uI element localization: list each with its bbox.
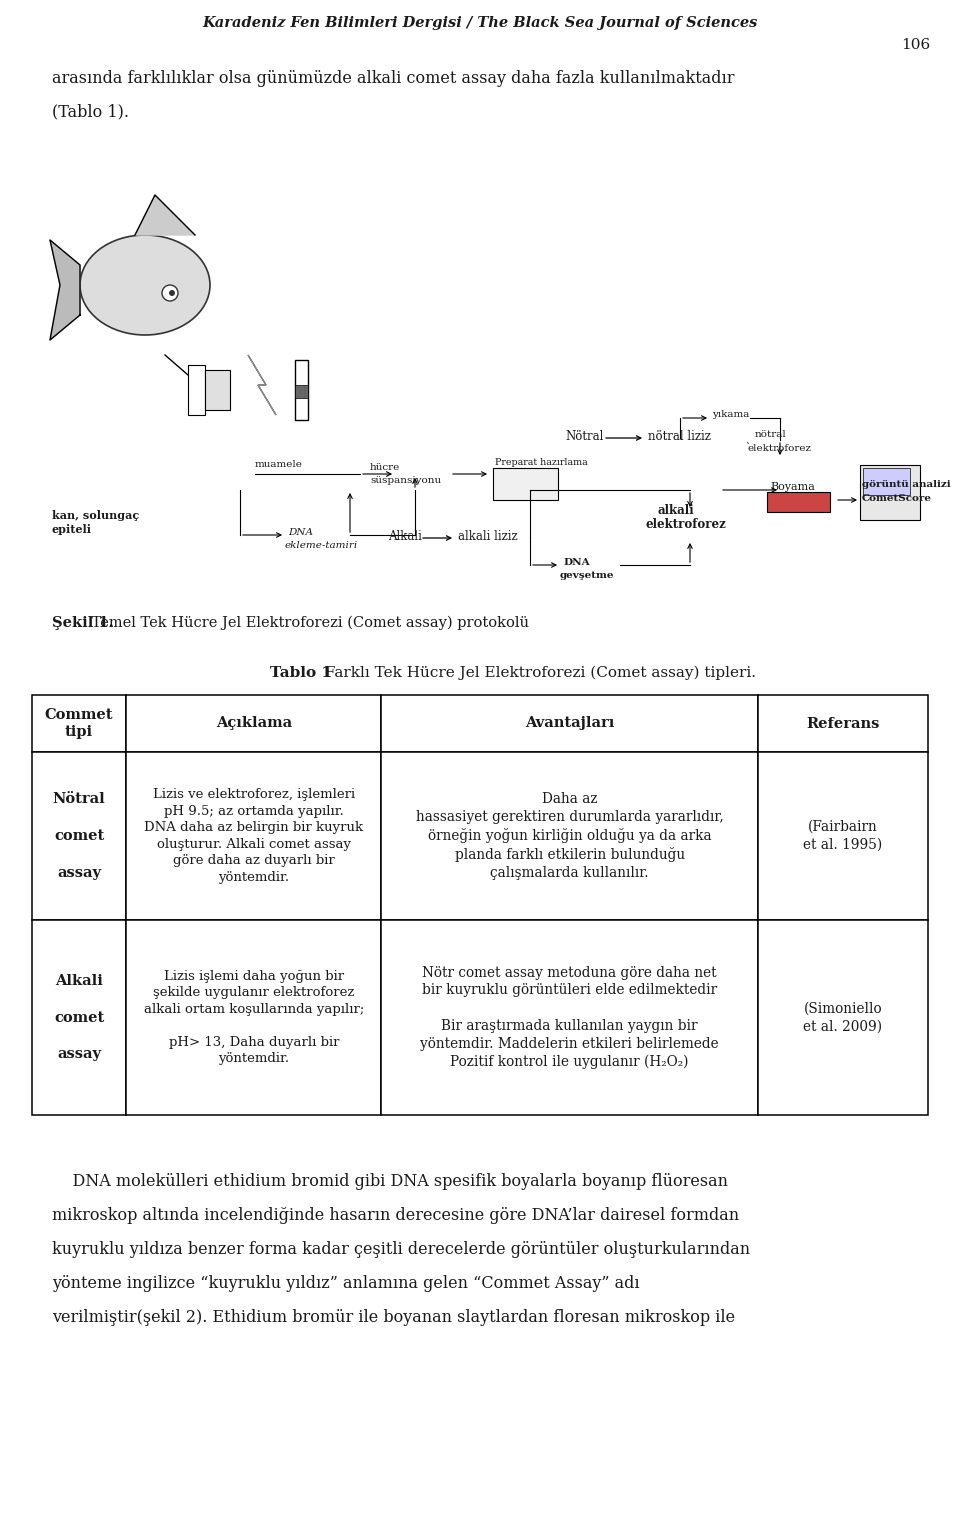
- Text: epiteli: epiteli: [52, 524, 92, 535]
- Text: (Simoniello
et al. 2009): (Simoniello et al. 2009): [804, 1002, 882, 1033]
- Text: yıkama: yıkama: [712, 410, 750, 420]
- Text: kan, solungaç: kan, solungaç: [52, 510, 139, 521]
- Text: görüntü analizi: görüntü analizi: [862, 480, 950, 489]
- Circle shape: [169, 290, 175, 297]
- Text: Preparat hazırlama: Preparat hazırlama: [495, 458, 588, 467]
- Text: Açıklama: Açıklama: [216, 716, 292, 730]
- Text: Daha az
hassasiyet gerektiren durumlarda yararlıdır,
örneğin yoğun kirliğin oldu: Daha az hassasiyet gerektiren durumlarda…: [416, 792, 724, 881]
- Ellipse shape: [80, 235, 210, 335]
- Text: hücre: hücre: [370, 463, 400, 472]
- Bar: [860, 466, 920, 520]
- Text: (Tablo 1).: (Tablo 1).: [52, 103, 129, 120]
- Text: Lizis işlemi daha yoğun bir
şekilde uygulanır elektroforez
alkali ortam koşullar: Lizis işlemi daha yoğun bir şekilde uygu…: [144, 970, 364, 1065]
- Text: Nötral: Nötral: [565, 430, 604, 443]
- Bar: [295, 384, 308, 398]
- Text: alkali liziz: alkali liziz: [458, 530, 517, 543]
- Text: elektroforez: elektroforez: [645, 518, 726, 530]
- Text: Temel Tek Hücre Jel Elektroforezi (Comet assay) protokolü: Temel Tek Hücre Jel Elektroforezi (Comet…: [87, 616, 529, 630]
- Bar: [126, 921, 381, 1114]
- Text: Boyama: Boyama: [770, 483, 815, 492]
- Bar: [188, 364, 205, 415]
- Text: alkali: alkali: [658, 504, 695, 516]
- Bar: [381, 752, 757, 921]
- Text: elektroforez: elektroforez: [748, 444, 812, 453]
- Text: nötral: nötral: [755, 430, 787, 440]
- Text: Karadeniz Fen Bilimleri Dergisi / The Black Sea Journal of Sciences: Karadeniz Fen Bilimleri Dergisi / The Bl…: [203, 15, 757, 31]
- Text: nötral liziz: nötral liziz: [648, 430, 710, 443]
- Text: Tablo 1: Tablo 1: [270, 666, 332, 679]
- Bar: [32, 695, 126, 752]
- Bar: [757, 921, 928, 1114]
- Text: muamele: muamele: [255, 460, 302, 469]
- Text: arasında farklılıklar olsa günümüzde alkali comet assay daha fazla kullanılmakta: arasında farklılıklar olsa günümüzde alk…: [52, 71, 734, 88]
- Text: verilmiştir(şekil 2). Ethidium bromür ile boyanan slaytlardan floresan mikroskop: verilmiştir(şekil 2). Ethidium bromür il…: [52, 1310, 735, 1326]
- Text: Nötral

comet

assay: Nötral comet assay: [53, 792, 106, 879]
- Bar: [32, 752, 126, 921]
- Circle shape: [162, 284, 178, 301]
- Text: (Fairbairn
et al. 1995): (Fairbairn et al. 1995): [804, 821, 882, 851]
- Text: gevşetme: gevşetme: [560, 572, 614, 579]
- Bar: [757, 695, 928, 752]
- Bar: [493, 467, 558, 500]
- Text: DNA: DNA: [288, 529, 313, 536]
- Text: mikroskop altında incelendiğinde hasarın derecesine göre DNA’lar dairesel formda: mikroskop altında incelendiğinde hasarın…: [52, 1207, 739, 1223]
- Bar: [126, 752, 381, 921]
- Text: Alkali

comet

assay: Alkali comet assay: [54, 974, 105, 1062]
- Text: kuyruklu yıldıza benzer forma kadar çeşitli derecelerde görüntüler oluşturkuları: kuyruklu yıldıza benzer forma kadar çeşi…: [52, 1240, 750, 1257]
- Bar: [295, 360, 308, 420]
- Text: süspansiyonu: süspansiyonu: [370, 476, 442, 486]
- Text: DNA: DNA: [563, 558, 589, 567]
- Bar: [205, 370, 230, 410]
- Text: Commet
tipi: Commet tipi: [45, 709, 113, 739]
- Text: Referans: Referans: [806, 716, 879, 730]
- Text: Alkali: Alkali: [388, 530, 421, 543]
- Polygon shape: [248, 355, 276, 415]
- Polygon shape: [50, 240, 80, 340]
- Text: `: `: [745, 443, 750, 453]
- Polygon shape: [135, 195, 195, 235]
- Text: yönteme ingilizce “kuyruklu yıldız” anlamına gelen “Commet Assay” adı: yönteme ingilizce “kuyruklu yıldız” anla…: [52, 1276, 639, 1293]
- Bar: [767, 492, 830, 512]
- Text: Avantajları: Avantajları: [525, 716, 614, 730]
- Bar: [381, 695, 757, 752]
- Text: Şekil 1.: Şekil 1.: [52, 616, 113, 630]
- Text: Lizis ve elektroforez, işlemleri
pH 9.5; az ortamda yapılır.
DNA daha az belirgi: Lizis ve elektroforez, işlemleri pH 9.5;…: [144, 788, 363, 884]
- Bar: [32, 921, 126, 1114]
- Bar: [381, 921, 757, 1114]
- Bar: [863, 467, 910, 495]
- Text: DNA molekülleri ethidium bromid gibi DNA spesifik boyalarla boyanıp flüoresan: DNA molekülleri ethidium bromid gibi DNA…: [52, 1173, 728, 1190]
- Text: Nötr comet assay metoduna göre daha net
bir kuyruklu görüntüleri elde edilmekted: Nötr comet assay metoduna göre daha net …: [420, 965, 719, 1070]
- Bar: [757, 752, 928, 921]
- Text: ekleme-tamiri: ekleme-tamiri: [285, 541, 358, 550]
- Bar: [126, 695, 381, 752]
- Text: CometScore: CometScore: [862, 493, 932, 503]
- Text: Farklı Tek Hücre Jel Elektroforezi (Comet assay) tipleri.: Farklı Tek Hücre Jel Elektroforezi (Come…: [320, 666, 756, 681]
- Text: 106: 106: [900, 38, 930, 52]
